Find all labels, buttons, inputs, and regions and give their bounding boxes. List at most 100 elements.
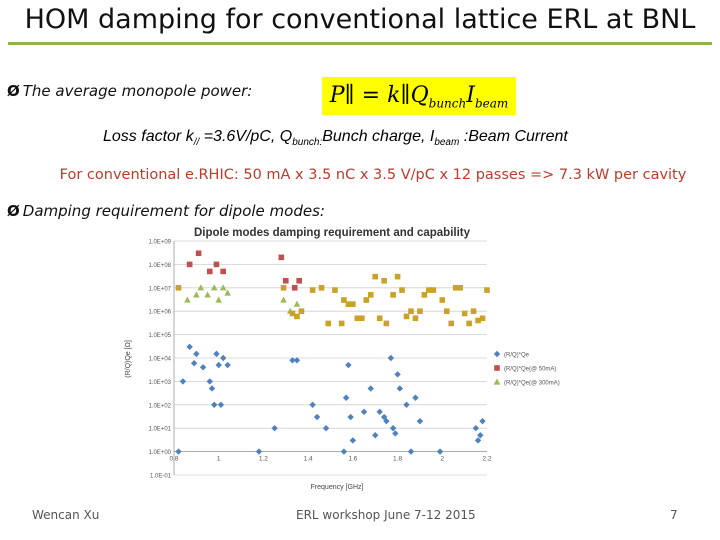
- data-point-series-0: [190, 359, 198, 367]
- y-tick-label: 1.0E+04: [148, 357, 171, 363]
- data-point-series-0: [309, 401, 316, 408]
- data-point-series-0: [342, 394, 350, 401]
- data-point-series-3: [448, 320, 455, 327]
- y-tick-label: 1.0E-01: [150, 474, 172, 480]
- x-tick-label: 1: [217, 456, 221, 463]
- data-point-series-3: [280, 285, 287, 291]
- y-tick-labels: 1.0E-01 1.0E+00 1.0E+01 1.0E+02 1.0E+03 1.0E+…: [148, 240, 171, 480]
- data-point-series-2: [280, 296, 287, 303]
- data-point-series-3: [175, 285, 182, 291]
- data-point-series-3: [421, 292, 428, 298]
- data-point-series-1: [220, 268, 226, 275]
- bullet-text: The average monopole power:: [22, 82, 253, 100]
- data-point-series-0: [199, 364, 207, 371]
- loss-k-sub: //: [193, 137, 200, 149]
- data-point-series-0: [472, 425, 480, 432]
- data-point-series-0: [345, 361, 352, 369]
- y-axis-label: (R/Q)Qe [Ω]: [125, 340, 132, 378]
- data-point-series-2: [219, 284, 227, 291]
- chart-marks: [175, 250, 490, 455]
- data-point-series-0: [412, 394, 419, 401]
- data-point-series-3: [475, 317, 481, 324]
- data-point-series-0: [383, 417, 390, 425]
- data-point-series-0: [394, 371, 401, 378]
- data-point-series-2: [293, 300, 301, 307]
- data-point-series-3: [289, 310, 296, 317]
- loss-end: :Beam Current: [459, 128, 568, 145]
- data-point-series-3: [390, 292, 396, 298]
- data-point-series-2: [204, 291, 211, 298]
- data-point-series-0: [271, 425, 278, 432]
- data-point-series-0: [360, 408, 368, 416]
- footer-author: Wencan Xu: [32, 508, 100, 522]
- power-formula: P∥ = k∥QbunchIbeam: [322, 77, 516, 115]
- y-tick-label: 1.0E+09: [148, 240, 171, 246]
- data-point-series-3: [367, 292, 374, 298]
- loss-factor-line: Loss factor k// =3.6V/pC, Qbunch:Bunch c…: [103, 128, 568, 148]
- data-point-series-0: [376, 408, 383, 416]
- chart-title: Dipole modes damping requirement and cap…: [194, 227, 471, 239]
- y-tick-label: 1.0E+00: [148, 450, 171, 456]
- data-point-series-0: [367, 385, 374, 392]
- data-point-series-3: [350, 301, 356, 307]
- data-point-series-3: [354, 315, 361, 322]
- data-point-series-3: [363, 297, 370, 303]
- dipole-modes-chart: Dipole modes damping requirement and cap…: [125, 227, 560, 491]
- bullet-text: Damping requirement for dipole modes:: [22, 202, 325, 220]
- y-tick-label: 1.0E+05: [148, 333, 171, 339]
- data-point-series-1: [282, 277, 289, 284]
- data-point-series-3: [345, 301, 352, 307]
- data-point-series-1: [206, 268, 213, 275]
- footer-event: ERL workshop June 7-12 2015: [296, 508, 476, 522]
- data-point-series-0: [179, 378, 187, 385]
- y-tick-label: 1.0E+07: [148, 286, 171, 292]
- formula-lhs: P∥ = k∥Q: [329, 83, 429, 108]
- data-point-series-3: [341, 297, 347, 303]
- legend-marker-2: [493, 378, 501, 385]
- data-point-series-3: [294, 313, 300, 320]
- data-point-series-0: [479, 417, 486, 425]
- data-point-series-3: [338, 320, 345, 327]
- data-point-series-3: [452, 285, 459, 291]
- data-point-series-3: [309, 287, 316, 293]
- data-point-series-3: [318, 285, 325, 291]
- data-point-series-1: [186, 261, 193, 268]
- x-tick-labels: 0.8 1 1.2 1.4 1.6 1.8 2 2.2: [169, 456, 491, 463]
- data-point-series-0: [215, 361, 222, 369]
- data-point-series-2: [193, 291, 200, 298]
- data-point-series-1: [296, 277, 302, 284]
- data-point-series-0: [186, 343, 193, 351]
- data-point-series-0: [436, 448, 444, 455]
- bullet-dipole-damping: Ø Damping requirement for dipole modes:: [7, 202, 325, 220]
- legend-entry-1: (R/Q)*Qe(@ 50mA): [504, 366, 556, 372]
- title-divider: [8, 42, 712, 45]
- legend-marker-0: [493, 350, 501, 358]
- data-point-series-0: [208, 385, 216, 392]
- x-tick-label: 0.8: [169, 456, 178, 463]
- data-point-series-1: [195, 250, 202, 257]
- data-point-series-3: [332, 287, 338, 293]
- data-point-series-3: [417, 308, 423, 314]
- loss-k: Loss factor k: [103, 128, 194, 145]
- data-point-series-0: [217, 401, 225, 408]
- data-point-series-0: [347, 413, 354, 421]
- data-point-series-3: [408, 308, 414, 314]
- data-point-series-3: [325, 320, 332, 327]
- data-point-series-3: [372, 273, 379, 280]
- x-axis-label: Frequency [GHz]: [311, 484, 364, 491]
- bullet-monopole-power: Ø The average monopole power:: [7, 82, 252, 100]
- data-point-series-0: [175, 448, 182, 455]
- legend-marker-1: [494, 365, 500, 371]
- data-point-series-0: [392, 430, 399, 437]
- data-point-series-2: [184, 296, 191, 303]
- footer-page-number: 7: [670, 508, 678, 522]
- x-tick-label: 1.2: [259, 456, 268, 463]
- data-point-series-2: [210, 284, 218, 291]
- data-point-series-3: [439, 297, 446, 303]
- data-point-series-0: [313, 413, 321, 421]
- data-point-series-3: [457, 285, 463, 291]
- data-point-series-3: [298, 308, 305, 314]
- data-point-series-2: [224, 289, 231, 296]
- bullet-arrow-icon: Ø: [7, 202, 20, 220]
- data-point-series-3: [383, 320, 390, 327]
